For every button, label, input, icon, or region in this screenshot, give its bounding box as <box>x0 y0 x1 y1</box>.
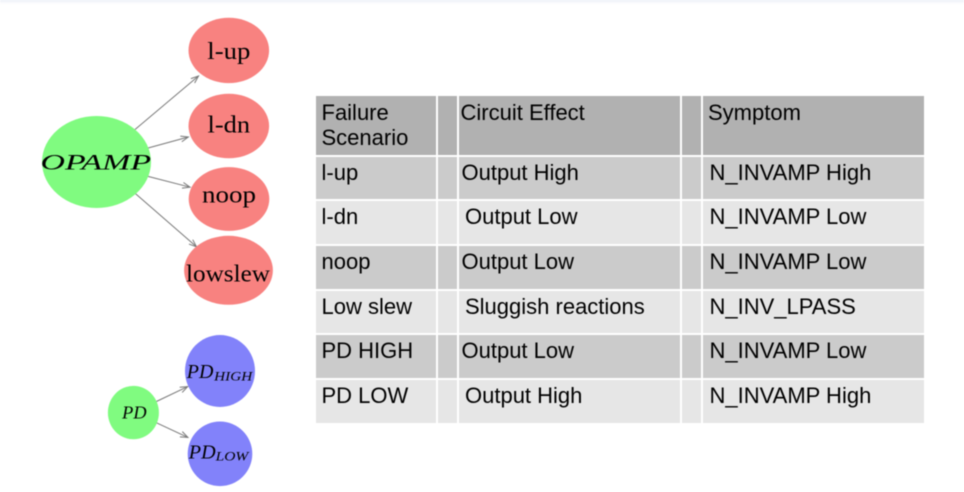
svg-text:l-up: l-up <box>207 39 250 65</box>
svg-text:noop: noop <box>202 182 256 208</box>
svg-text:LOW: LOW <box>214 449 249 464</box>
svg-text:HIGH: HIGH <box>213 369 253 384</box>
svg-text:lowslew: lowslew <box>186 261 271 287</box>
svg-text:OPAMP: OPAMP <box>41 149 152 174</box>
svg-text:PD: PD <box>186 361 214 383</box>
svg-text:l-dn: l-dn <box>208 113 251 139</box>
svg-text:PD: PD <box>188 441 216 463</box>
svg-text:PD: PD <box>121 402 146 422</box>
